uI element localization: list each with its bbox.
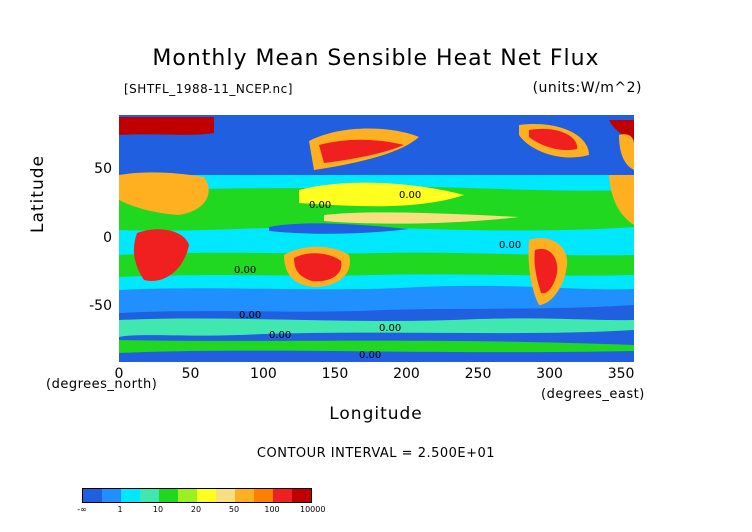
colorbar-swatch (121, 489, 140, 502)
y-tick-label: 0 (103, 229, 112, 246)
sahara-east-warm (609, 175, 634, 225)
map-plot-area: 0.00 0.00 0.00 0.00 0.00 0.00 0.00 0.00 (119, 115, 634, 362)
yellow-pacific-north (299, 182, 464, 207)
units-label: (units:W/m^2) (532, 80, 642, 96)
sahara-warm (119, 172, 209, 215)
colorbar-swatch (178, 489, 197, 502)
colorbar-label: 10 (152, 505, 164, 514)
x-tick-label: 350 (607, 366, 635, 382)
southern-africa-hotspot (133, 229, 189, 281)
antarctic-band-1 (119, 318, 634, 337)
colorbar-label: 20 (190, 505, 202, 514)
north-america-warm (619, 134, 634, 170)
green-band-north (119, 186, 634, 231)
blue-tongue-equatorial (269, 223, 409, 234)
colorbar-label: 50 (228, 505, 240, 514)
contour-label: 0.00 (239, 310, 262, 321)
colorbar-label: 100 (264, 505, 280, 514)
colorbar-swatch (83, 489, 102, 502)
contour-label: 0.00 (309, 200, 332, 211)
greenland-hotspot (529, 128, 578, 151)
yellow-pacific-tropic (324, 212, 519, 224)
x-tick-label: 100 (250, 366, 277, 382)
colorbar-swatch (273, 489, 292, 502)
colorbar-label: 10000 (300, 505, 326, 514)
y-unit-label: (degrees_north) (46, 377, 158, 392)
x-tick-label: 250 (464, 366, 492, 382)
australia-hotspot (294, 253, 342, 282)
colorbar-swatch (159, 489, 178, 502)
contour-label: 0.00 (269, 330, 292, 341)
contour-label: 0.00 (379, 322, 402, 334)
y-tick-label: -50 (89, 298, 112, 315)
x-tick-label: 0 (114, 366, 124, 382)
colorbar-swatch (216, 489, 235, 502)
southern-ocean-band (119, 285, 634, 313)
contour-interval-text: CONTOUR INTERVAL = 2.500E+01 (256, 446, 496, 461)
heat-flux-map (119, 115, 634, 362)
green-band-south (119, 252, 634, 277)
south-america-hotspot (534, 248, 558, 294)
colorbar (82, 488, 312, 503)
colorbar-label: -∞ (77, 505, 87, 514)
colorbar-swatch (140, 489, 159, 502)
colorbar-label: 1 (117, 505, 123, 514)
x-axis-label: Longitude (329, 404, 423, 424)
x-tick-label: 50 (181, 366, 200, 382)
colorbar-swatch (197, 489, 216, 502)
siberia-hotspot (319, 139, 404, 163)
antarctic-band-2 (119, 340, 634, 353)
x-tick-label: 150 (321, 366, 349, 382)
file-label: [SHTFL_1988-11_NCEP.nc] (124, 82, 293, 96)
arctic-hotspot-west (119, 117, 214, 135)
contour-label: 0.00 (399, 190, 422, 201)
contour-label: 0.00 (499, 240, 522, 251)
y-tick-label: 50 (94, 160, 112, 177)
x-unit-label: (degrees_east) (541, 387, 645, 402)
contour-label: 0.00 (359, 350, 382, 361)
chart-title: Monthly Mean Sensible Heat Net Flux (152, 46, 600, 71)
colorbar-swatch (292, 489, 311, 502)
colorbar-swatch (254, 489, 273, 502)
colorbar-swatch (102, 489, 121, 502)
x-tick-label: 300 (536, 366, 563, 382)
x-tick-label: 200 (393, 366, 420, 382)
contour-label: 0.00 (234, 265, 257, 276)
colorbar-swatch (235, 489, 254, 502)
y-axis-label: Latitude (28, 155, 48, 233)
